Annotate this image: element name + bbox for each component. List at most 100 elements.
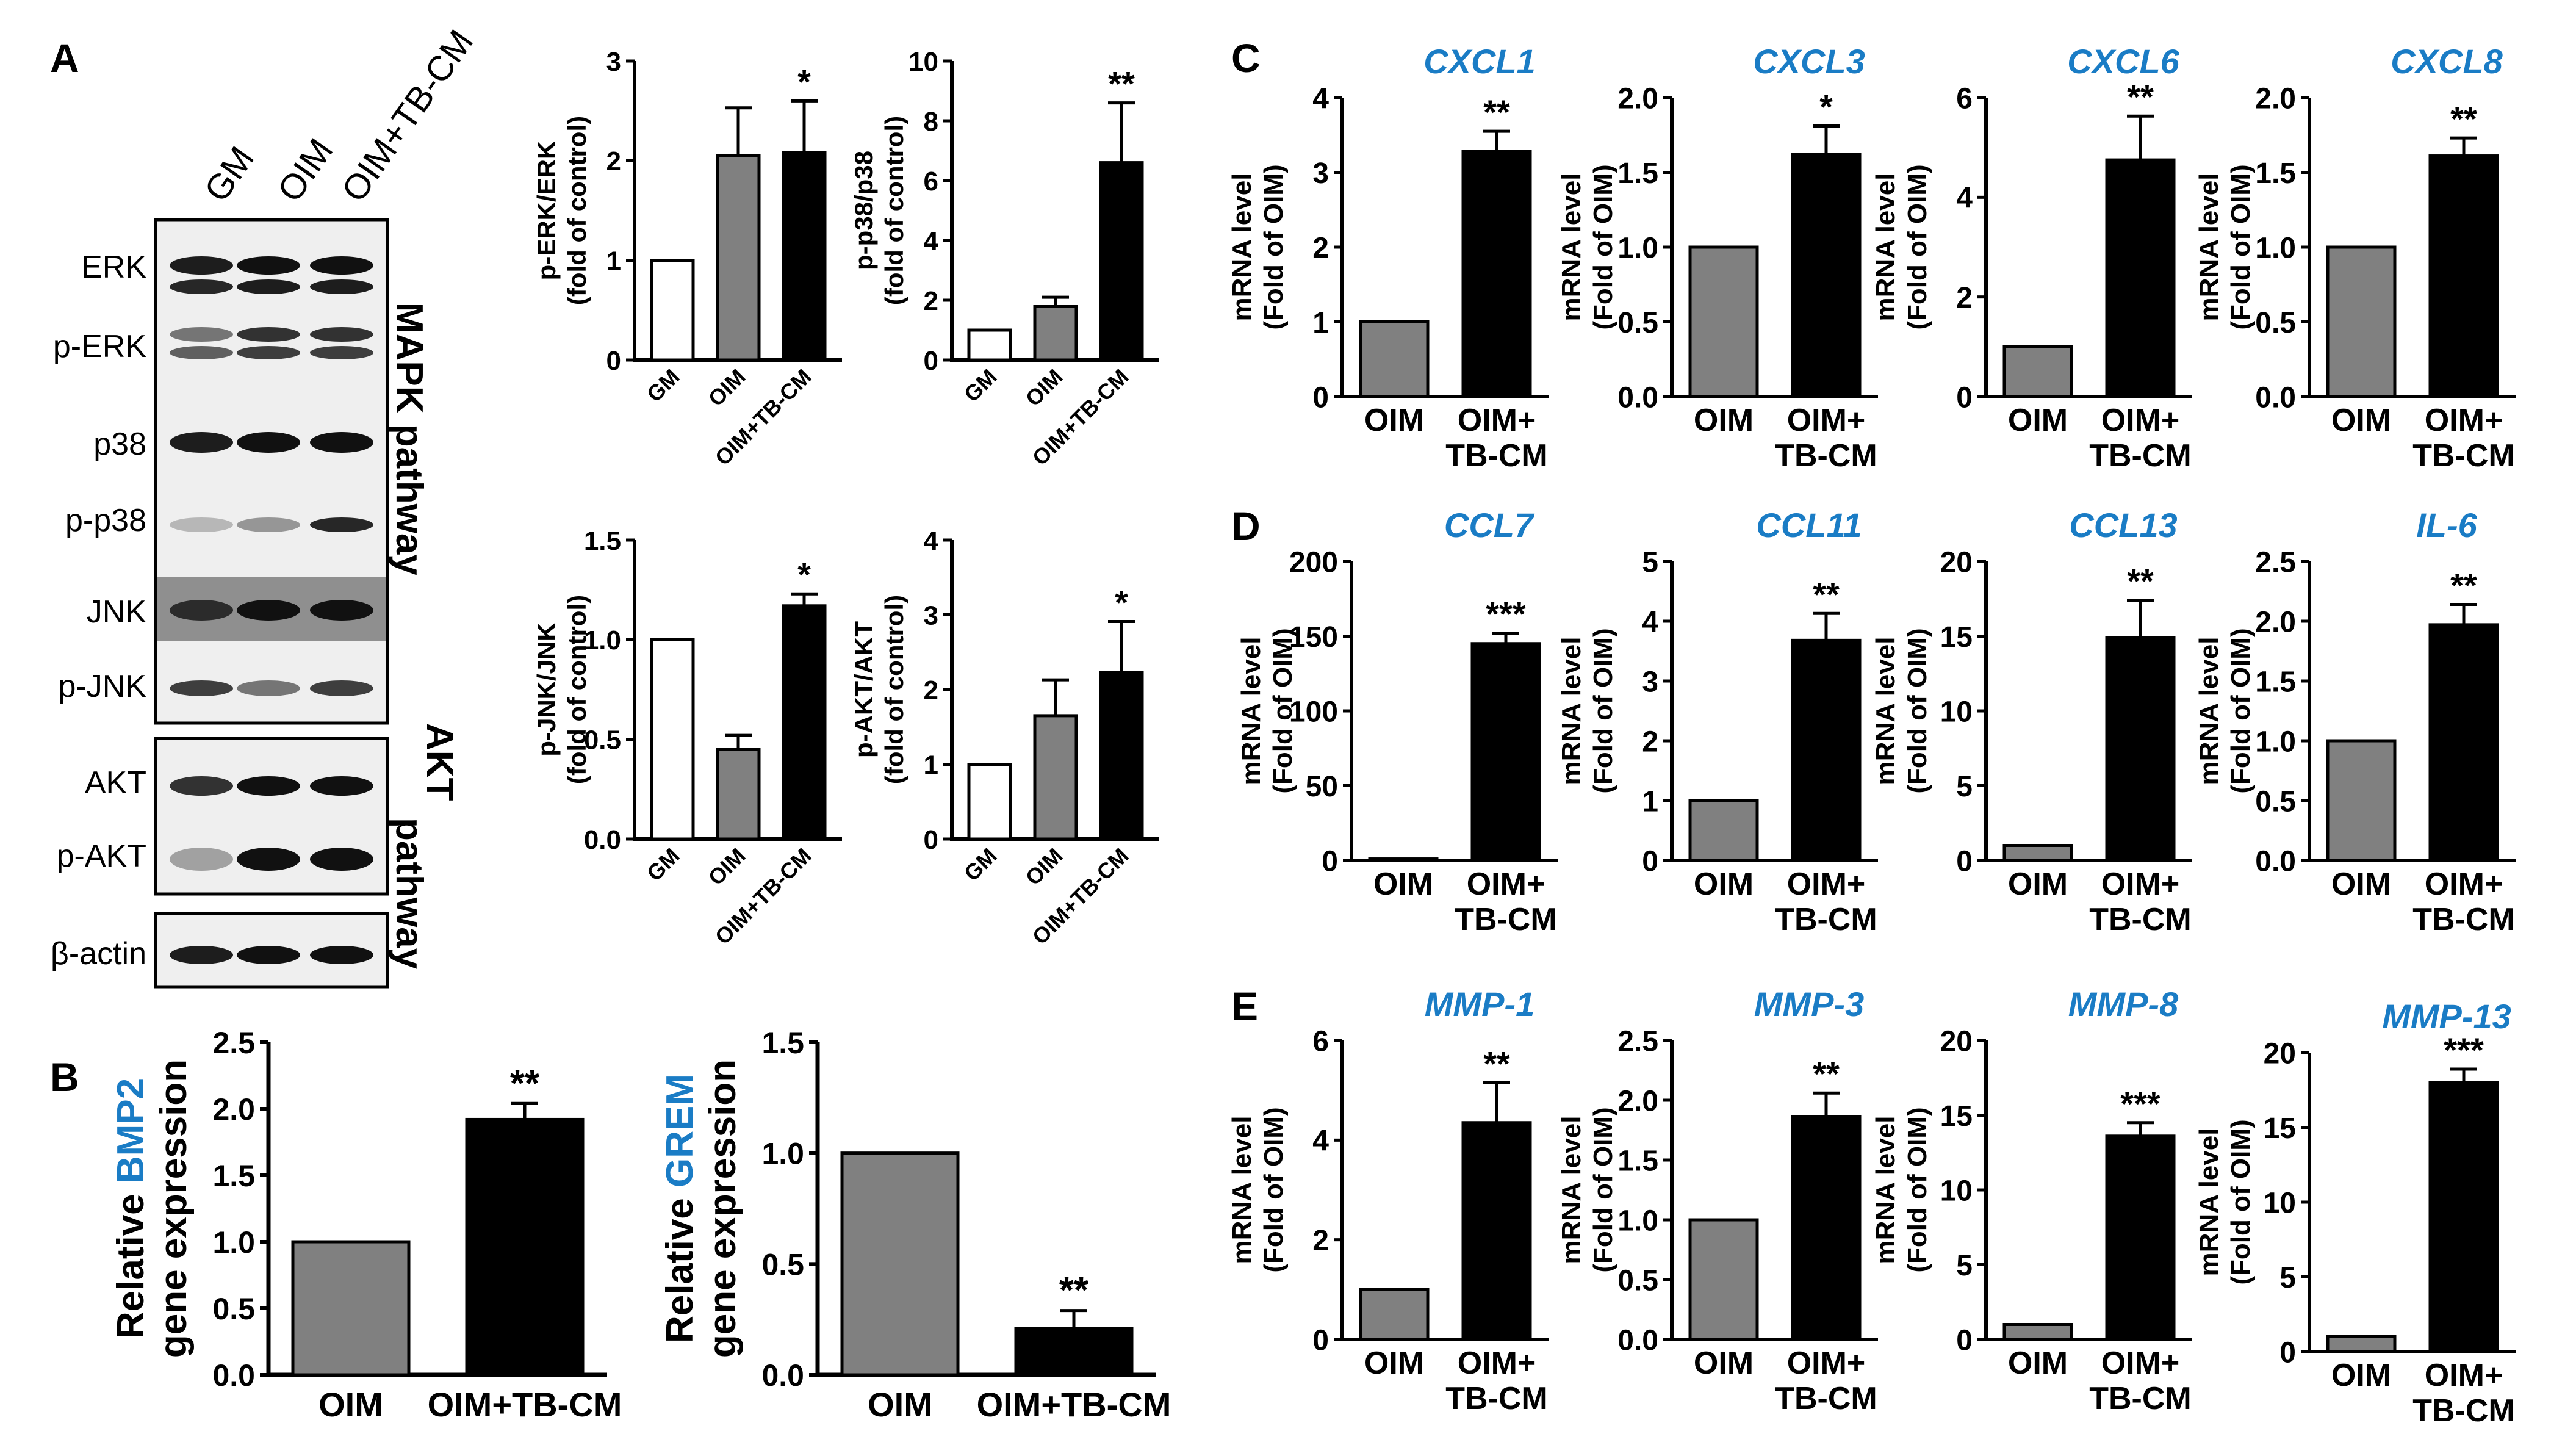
y-tick-label-d2-4: 4: [1642, 606, 1658, 638]
x-label-c3-1-line-0: OIM+: [2101, 403, 2180, 438]
bar-e3-oim-tb-cm: [2105, 1134, 2176, 1341]
y-tick-label-b1-3: 1.5: [212, 1159, 255, 1193]
x-label-c1-0-line-0: OIM: [1364, 403, 1424, 438]
band-label-beta-actin: β-actin: [51, 936, 146, 971]
bar-d1-oim: [1368, 857, 1439, 862]
x-label-e1-0-line-0: OIM: [1364, 1346, 1424, 1381]
bar-e2-oim-tb-cm: [1791, 1115, 1862, 1341]
x-label-d3-1-line-1: TB-CM: [2089, 902, 2192, 937]
y-tick-label-c1-1: 1: [1312, 307, 1329, 339]
blot-band-beta-actin-lane-1: [170, 946, 233, 964]
y-tick-label-c3-1: 2: [1956, 282, 1973, 314]
y-tick-label-d1-2: 100: [1289, 696, 1338, 728]
y-tick-label-a1-0: 0: [606, 346, 621, 376]
y-tick-label-a4-3: 3: [924, 600, 938, 630]
y-tick-label-c3-2: 4: [1956, 182, 1973, 215]
y-label-d4-line-0: mRNA level: [2194, 637, 2224, 785]
y-label-c1-line-0: mRNA level: [1227, 173, 1257, 322]
y-tick-label-e4-3: 15: [2264, 1112, 2296, 1145]
significance-d4-1: **: [2450, 566, 2477, 605]
akt-pathway-label-line1: AKT: [419, 723, 461, 801]
significance-e2-1: **: [1813, 1054, 1840, 1093]
bar-d3-oim-tb-cm: [2105, 636, 2176, 862]
y-tick-label-c4-2: 1.0: [2255, 232, 2296, 264]
blot-band-p-erk-upper-lane-1: [170, 327, 233, 342]
chart-mmp-13: 0 5 10 15 20 OIM *** OIM+TB-CM MMP-13 mRNA level(…: [2194, 997, 2516, 1429]
y-tick-label-a2-3: 6: [924, 167, 938, 196]
chart-mmp-1: 0 2 4 6 OIM ** OIM+TB-CM MMP-1 mRNA level (Fold o…: [1227, 985, 1549, 1416]
significance-e1-1: **: [1483, 1044, 1510, 1083]
y-tick-label-c4-4: 2.0: [2255, 82, 2296, 115]
chart-title-c2: CXCL3: [1753, 42, 1865, 81]
y-tick-label-c2-3: 1.5: [1617, 157, 1658, 190]
x-label-b2-1: OIM+TB-CM: [977, 1385, 1171, 1424]
significance-c2-1: *: [1819, 88, 1833, 126]
y-label-b2-prefix: Relative: [659, 1188, 701, 1343]
x-label-b2-0: OIM: [868, 1385, 932, 1424]
bar-b1-oim: [291, 1240, 411, 1377]
y-tick-label-d3-0: 0: [1956, 845, 1973, 878]
chart-ccl13: 0 5 10 15 20 OIM ** OIM+TB-CM CCL13 mRNA level (Fo…: [1871, 506, 2192, 937]
panel-letter-c: C: [1231, 35, 1261, 81]
bar-b2-oim-tb-cm: [1014, 1327, 1134, 1377]
y-tick-label-d4-0: 0.0: [2255, 845, 2296, 878]
bar-d2-oim: [1688, 799, 1759, 862]
bar-e2-oim: [1688, 1218, 1759, 1341]
y-tick-label-c1-4: 4: [1312, 82, 1329, 115]
bar-a2-oim: [1033, 305, 1078, 362]
bar-a1-oim-tb-cm: [782, 151, 827, 362]
y-tick-label-d3-3: 15: [1940, 621, 1973, 654]
bar-a3-oim-tb-cm: [782, 604, 827, 841]
y-tick-label-b1-1: 0.5: [212, 1292, 255, 1326]
blot-band-p-p38-lane-2: [237, 517, 300, 532]
y-label-e2-line-1: (Fold of OIM): [1588, 1107, 1618, 1272]
chart-cxcl1: 0 1 2 3 4 OIM ** OIM+TB-CM CXCL1 mRNA level (Fold …: [1227, 42, 1549, 474]
y-tick-label-c4-0: 0.0: [2255, 381, 2296, 414]
blot-band-p-erk-upper-lane-3: [310, 327, 373, 342]
y-tick-label-a4-2: 2: [924, 676, 938, 705]
y-tick-label-a4-1: 1: [924, 750, 938, 780]
y-tick-label-e3-1: 5: [1956, 1250, 1973, 1282]
y-label-b2-line-0: Relative GREM: [659, 1074, 701, 1343]
y-tick-label-d1-0: 0: [1322, 845, 1338, 878]
bar-c3-oim: [2002, 345, 2073, 398]
blot-band-p-erk-lower-lane-3: [310, 346, 373, 359]
blot-band-p38-lane-1: [170, 432, 233, 453]
y-label-e2-line-0: mRNA level: [1556, 1116, 1586, 1264]
y-tick-label-a1-2: 2: [606, 146, 621, 176]
y-tick-label-d2-3: 3: [1642, 666, 1658, 698]
y-tick-label-b1-5: 2.5: [212, 1026, 255, 1060]
y-label-a1-line-0: p-ERK/ERK: [532, 141, 561, 281]
bar-a2-gm: [967, 328, 1012, 362]
y-label-b1-prefix: Relative: [110, 1183, 152, 1339]
chart-title-c1: CXCL1: [1423, 42, 1536, 81]
y-label-a3-line-0: p-JNK/JNK: [532, 622, 561, 756]
blot-band-akt-lane-3: [310, 776, 373, 796]
significance-a2-2: **: [1108, 65, 1135, 103]
x-label-c4-0-line-0: OIM: [2331, 403, 2391, 438]
chart-mmp-3: 0.0 0.5 1.0 1.5 2.0 2.5 OIM ** OIM+TB-CM MMP-3 mRN…: [1556, 985, 1878, 1416]
band-label-p-erk: p-ERK: [53, 329, 146, 364]
y-tick-label-e2-0: 0.0: [1617, 1324, 1658, 1357]
y-tick-label-e4-0: 0: [2279, 1336, 2296, 1369]
chart-ccl7: 0 50 100 150 200 OIM *** OIM+TB-CM CCL7 mRNA leve…: [1236, 506, 1558, 937]
akt-pathway-label-line2: pathway: [388, 818, 430, 970]
y-label-b2-line-1: gene expression: [702, 1059, 744, 1358]
bar-a1-gm: [650, 259, 695, 362]
y-tick-label-e2-3: 1.5: [1617, 1145, 1658, 1177]
blot-band-p-akt-lane-3: [310, 848, 373, 871]
x-label-c2-0-line-0: OIM: [1694, 403, 1754, 438]
y-tick-label-c4-3: 1.5: [2255, 157, 2296, 190]
chart-bmp2: 0.0 0.5 1.0 1.5 2.0 2.5 OIM ** OIM+TB-CM Relative…: [110, 1026, 622, 1424]
panel-letter-e: E: [1231, 984, 1258, 1029]
bar-a3-gm: [650, 638, 695, 841]
blot-band-beta-actin-lane-3: [310, 946, 373, 964]
chart-title-d1: CCL7: [1444, 506, 1535, 544]
x-label-d1-1-line-1: TB-CM: [1455, 902, 1557, 937]
blot-band-p-jnk-lane-1: [170, 680, 233, 696]
y-tick-label-d1-4: 200: [1289, 546, 1338, 578]
bar-c1-oim: [1359, 320, 1430, 398]
x-label-e2-1-line-1: TB-CM: [1775, 1381, 1877, 1416]
blot-band-p-p38-lane-1: [170, 517, 233, 532]
y-tick-label-c1-3: 3: [1312, 157, 1329, 190]
